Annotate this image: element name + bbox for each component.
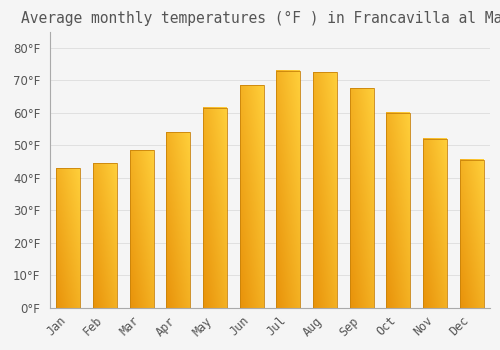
Bar <box>423 139 447 308</box>
Title: Average monthly temperatures (°F ) in Francavilla al Mare: Average monthly temperatures (°F ) in Fr… <box>20 11 500 26</box>
Bar <box>460 160 483 308</box>
Bar <box>56 168 80 308</box>
Bar <box>313 72 337 308</box>
Bar <box>240 85 264 308</box>
Bar <box>166 132 190 308</box>
Bar <box>276 71 300 308</box>
Bar <box>93 163 117 308</box>
Bar <box>386 113 410 308</box>
Bar <box>350 89 374 308</box>
Bar <box>130 150 154 308</box>
Bar <box>203 108 227 308</box>
